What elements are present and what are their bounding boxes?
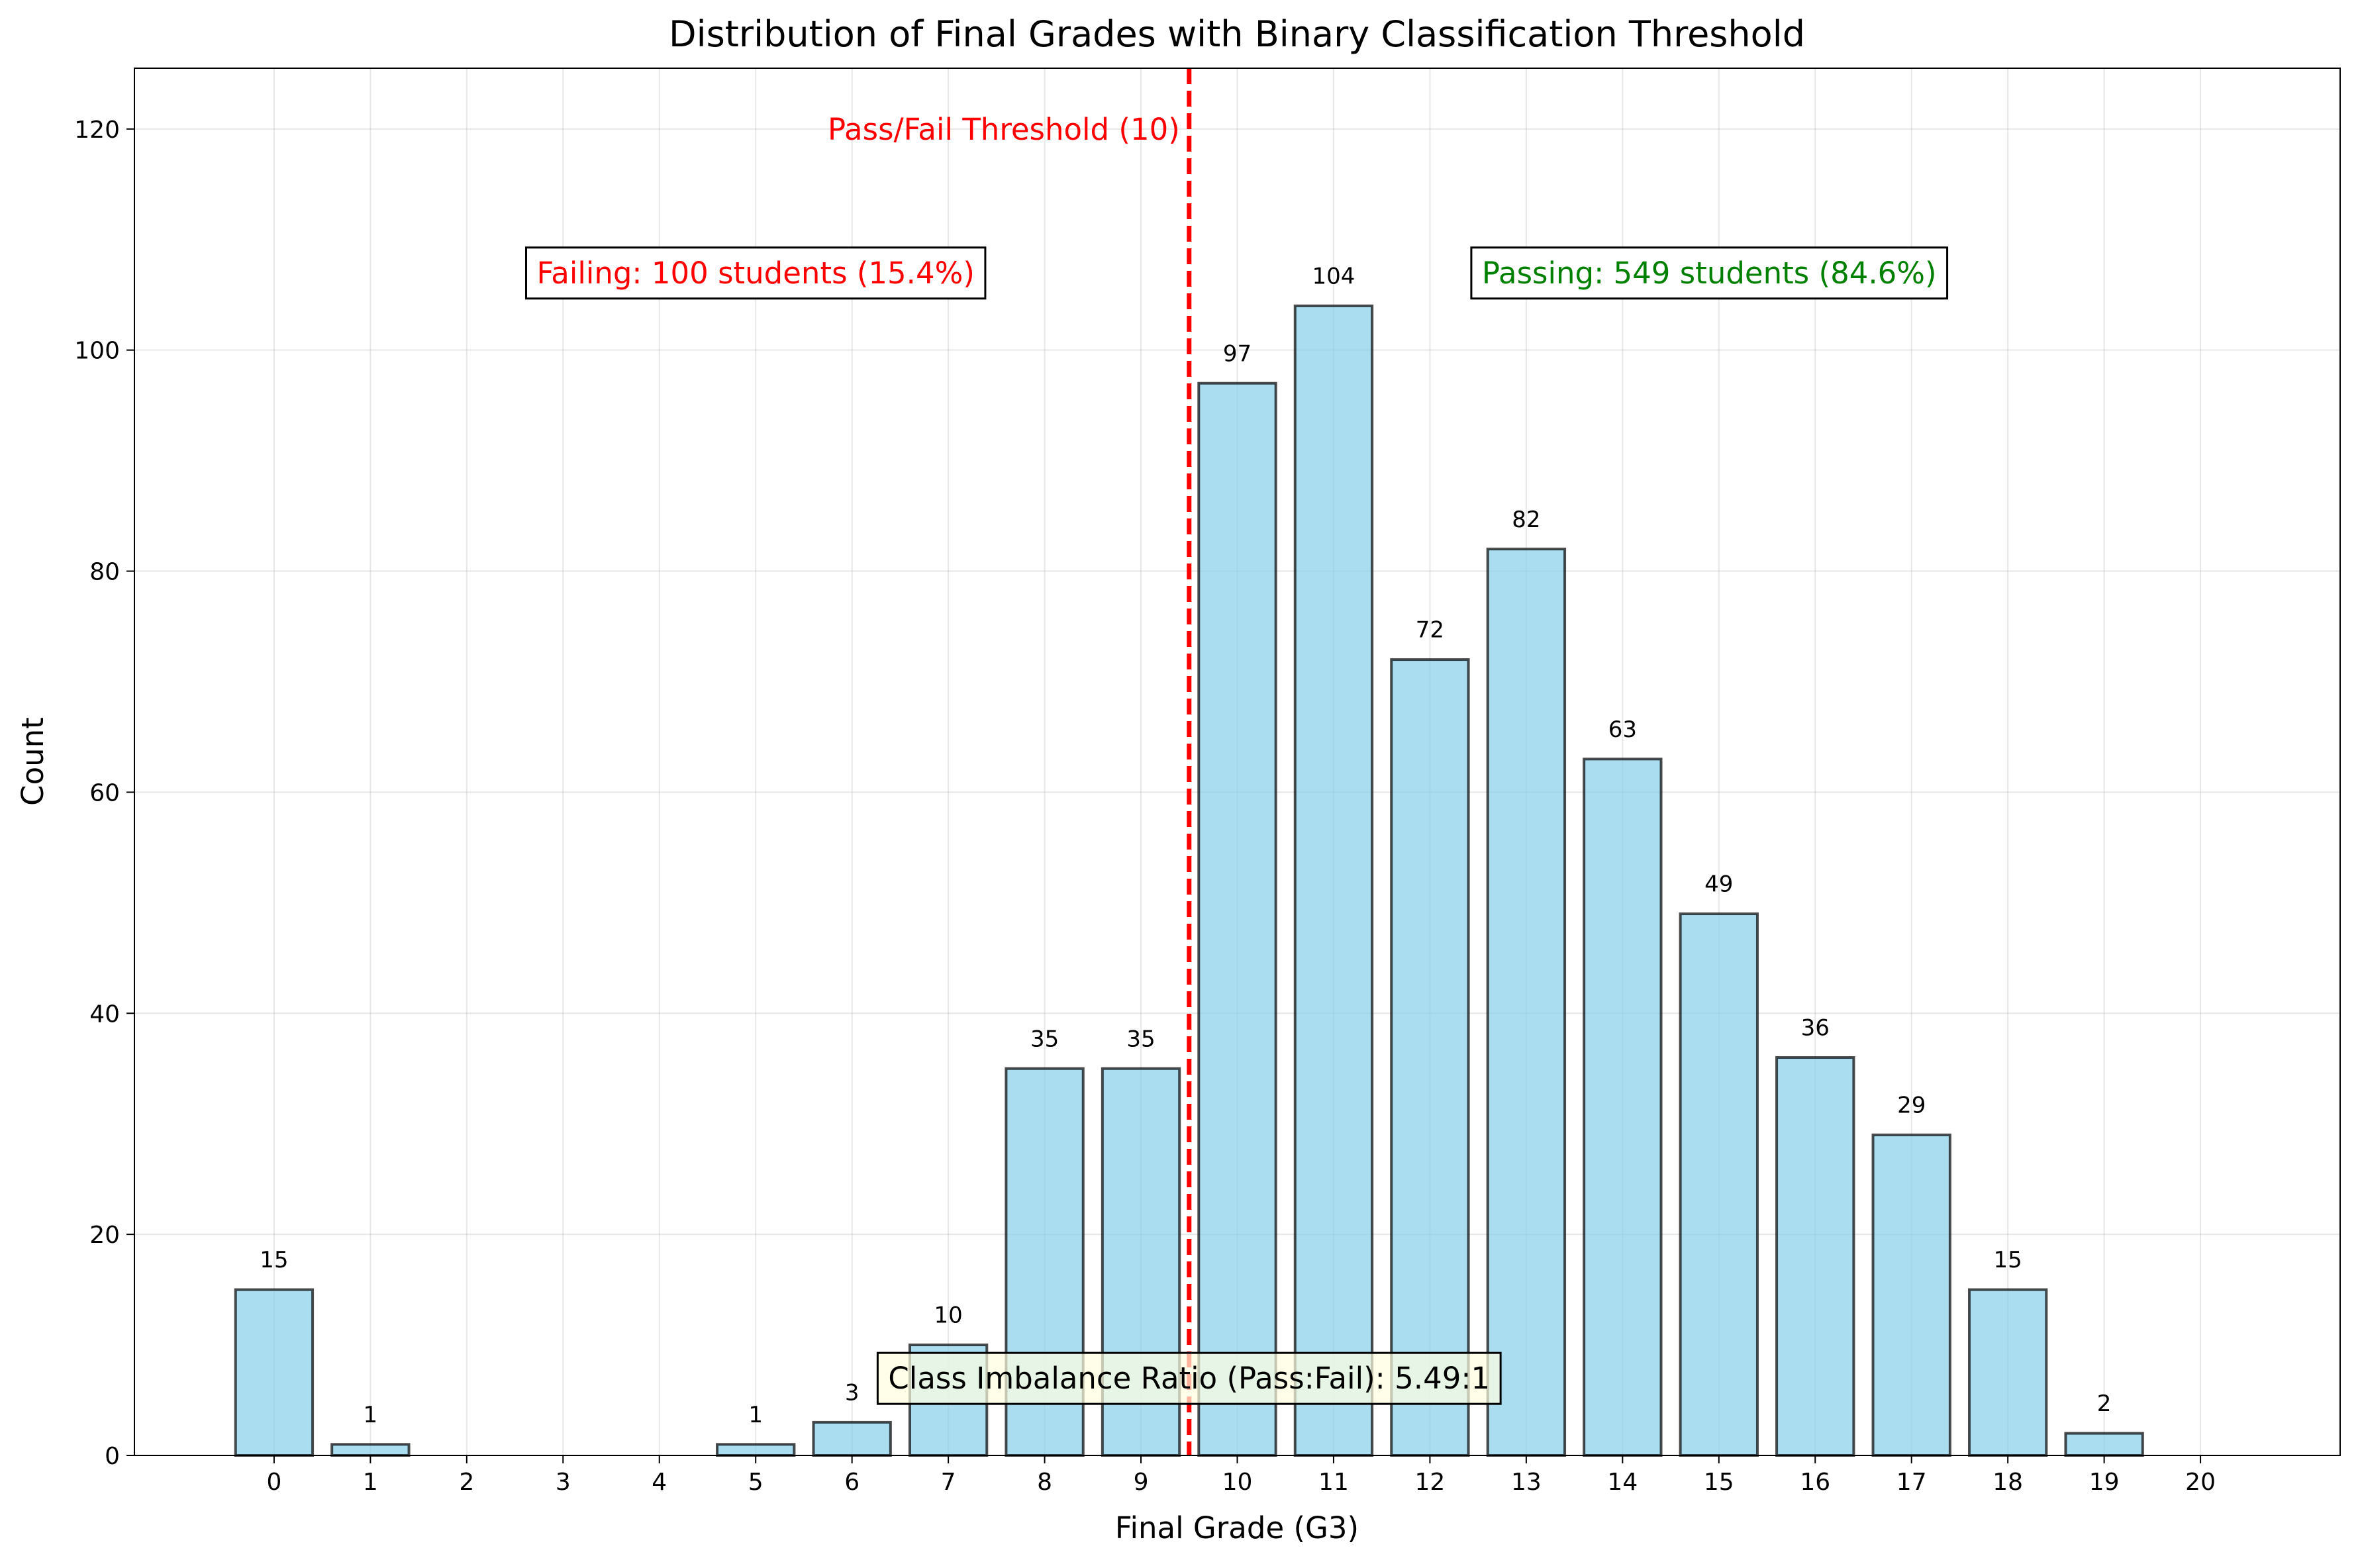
bar-value-label: 1 (748, 1402, 763, 1428)
y-tick-label: 40 (89, 1001, 120, 1028)
bar-grade-14 (1583, 758, 1663, 1457)
bar-grade-19 (2064, 1432, 2144, 1457)
x-tick-label: 14 (1607, 1469, 1638, 1496)
bar-value-label: 82 (1512, 507, 1540, 533)
x-tick-label: 13 (1511, 1469, 1542, 1496)
bar-value-label: 29 (1897, 1093, 1926, 1119)
y-tick-label: 20 (89, 1222, 120, 1249)
failing-annotation-box (524, 246, 987, 300)
bar-value-label: 15 (260, 1247, 288, 1273)
bar-value-label: 2 (2097, 1391, 2112, 1417)
bar-value-label: 35 (1126, 1026, 1155, 1052)
x-tick-label: 7 (941, 1469, 956, 1496)
bar-grade-5 (716, 1443, 796, 1457)
bar-grade-16 (1775, 1056, 1855, 1457)
bar-grade-15 (1679, 912, 1759, 1457)
bar-grade-17 (1871, 1133, 1951, 1457)
bar-value-labels: 15 1 1 3 10 35 35 97 104 72 82 63 49 36 29 15 2 (260, 264, 2111, 1428)
annotations: Failing: 100 students (15.4%) Passing: 54… (524, 246, 1949, 1405)
bars (234, 304, 2144, 1457)
x-tick-label: 1 (363, 1469, 378, 1496)
y-tick-label: 100 (74, 338, 120, 365)
passing-annotation: Passing: 549 students (84.6%) (1470, 246, 1949, 300)
bar-value-label: 1 (364, 1402, 378, 1428)
x-tick-label: 12 (1415, 1469, 1446, 1496)
bar-grade-13 (1486, 548, 1567, 1457)
bar-grade-12 (1390, 658, 1470, 1457)
bar-value-label: 49 (1704, 871, 1733, 898)
bar-value-label: 63 (1608, 716, 1637, 743)
x-tick-label: 3 (556, 1469, 571, 1496)
x-tick-label: 2 (459, 1469, 474, 1496)
y-tick-label: 80 (89, 559, 120, 586)
x-tick-label: 15 (1704, 1469, 1734, 1496)
x-tick-label: 6 (844, 1469, 860, 1496)
bar-grade-6 (812, 1420, 892, 1457)
y-tick-label: 120 (74, 117, 120, 144)
bar-value-label: 72 (1416, 617, 1444, 644)
bar-grade-11 (1293, 304, 1374, 1457)
threshold: Pass/Fail Threshold (10) (828, 68, 1192, 1455)
failing-annotation-text: Failing: 100 students (15.4%) (536, 256, 974, 291)
bar-value-label: 35 (1030, 1026, 1059, 1052)
bar-grade-0 (234, 1288, 315, 1457)
x-tick-label: 8 (1037, 1469, 1052, 1496)
x-tick-label: 18 (1992, 1469, 2023, 1496)
y-axis-ticks: 0 20 40 60 80 100 120 (74, 117, 134, 1470)
bar-value-label: 36 (1801, 1015, 1830, 1042)
bar-grade-1 (330, 1443, 411, 1457)
x-tick-label: 11 (1318, 1469, 1349, 1496)
chart-title: Distribution of Final Grades with Binary… (669, 13, 1805, 55)
x-tick-label: 17 (1896, 1469, 1927, 1496)
bar-value-label: 3 (845, 1380, 860, 1406)
bar-grade-18 (1967, 1288, 2048, 1457)
x-tick-label: 9 (1134, 1469, 1149, 1496)
x-axis-ticks: 0 1 2 3 4 5 6 7 8 9 10 11 12 13 14 15 16 17 18 19 20 (266, 1455, 2216, 1496)
passing-annotation-box (1470, 246, 1949, 300)
imbalance-ratio-annotation-text: Class Imbalance Ratio (Pass:Fail): 5.49:… (888, 1361, 1490, 1396)
failing-annotation: Failing: 100 students (15.4%) (524, 246, 987, 300)
x-tick-label: 20 (2185, 1469, 2216, 1496)
bar-value-label: 97 (1223, 340, 1252, 367)
bar-value-label: 15 (1994, 1247, 2022, 1273)
x-tick-label: 0 (266, 1469, 281, 1496)
imbalance-ratio-annotation-box (876, 1351, 1502, 1405)
bar-value-label: 104 (1312, 264, 1355, 290)
x-axis-label: Final Grade (G3) (1115, 1510, 1359, 1545)
bar-grade-10 (1197, 381, 1277, 1457)
y-tick-label: 0 (105, 1443, 120, 1470)
x-tick-label: 4 (652, 1469, 667, 1496)
threshold-label: Pass/Fail Threshold (10) (828, 112, 1180, 147)
y-axis-label: Count (15, 717, 50, 806)
x-tick-label: 19 (2089, 1469, 2120, 1496)
x-tick-label: 16 (1800, 1469, 1830, 1496)
imbalance-ratio-annotation: Class Imbalance Ratio (Pass:Fail): 5.49:… (876, 1351, 1502, 1405)
bar-value-label: 10 (934, 1302, 962, 1329)
passing-annotation-text: Passing: 549 students (84.6%) (1482, 256, 1937, 291)
x-tick-label: 5 (748, 1469, 763, 1496)
y-tick-label: 60 (89, 779, 120, 807)
x-tick-label: 10 (1222, 1469, 1253, 1496)
